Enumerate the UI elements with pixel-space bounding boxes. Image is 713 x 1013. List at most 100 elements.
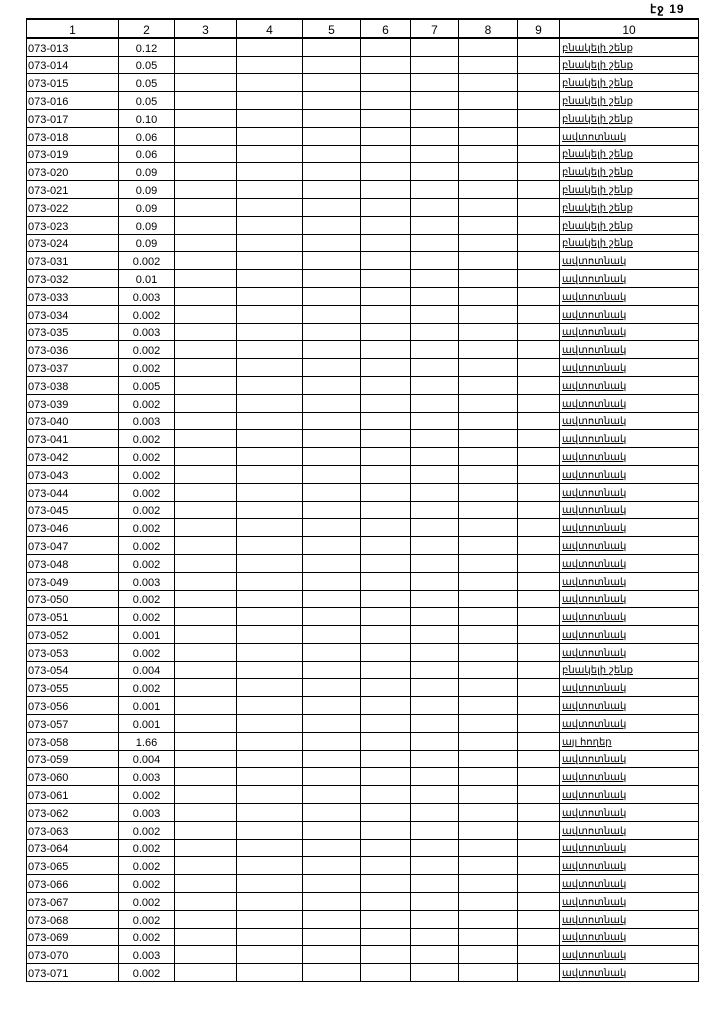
land-use-type: ավտոտնակ	[559, 358, 699, 377]
area-value: 0.003	[118, 286, 175, 306]
empty-cell	[360, 429, 411, 449]
empty-cell	[517, 945, 560, 965]
land-use-type: ավտոտնակ	[559, 322, 699, 342]
empty-cell	[517, 322, 560, 342]
empty-cell	[360, 375, 411, 395]
empty-cell	[410, 785, 459, 805]
empty-cell	[174, 607, 237, 627]
area-value: 0.01	[118, 269, 175, 288]
empty-cell	[517, 536, 560, 555]
empty-cell	[236, 340, 303, 360]
empty-cell	[236, 91, 303, 110]
empty-cell	[458, 945, 518, 965]
empty-cell	[174, 678, 237, 698]
empty-cell	[360, 180, 411, 199]
empty-cell	[517, 126, 560, 146]
empty-cell	[458, 785, 518, 805]
empty-cell	[302, 251, 361, 271]
land-use-type: ավտոտնակ	[559, 429, 699, 449]
table-row: 073-024 0.09 բնակելի շենք	[26, 233, 699, 253]
table-row: 073-054 0.004 բնակելի շենք	[26, 660, 699, 680]
parcel-code: 073-039	[26, 393, 119, 413]
empty-cell	[458, 322, 518, 342]
empty-cell	[410, 286, 459, 306]
empty-cell	[302, 607, 361, 627]
table-row: 073-032 0.01 ավտոտնակ	[26, 269, 699, 288]
empty-cell	[360, 731, 411, 751]
parcel-code: 073-047	[26, 536, 119, 555]
table-row: 073-056 0.001 ավտոտնակ	[26, 696, 699, 716]
empty-cell	[410, 660, 459, 680]
empty-cell	[302, 375, 361, 395]
land-use-type: ավտոտնակ	[559, 571, 699, 591]
empty-cell	[458, 518, 518, 538]
empty-cell	[174, 892, 237, 911]
empty-cell	[174, 838, 237, 858]
area-value: 0.002	[118, 447, 175, 466]
empty-cell	[360, 126, 411, 146]
empty-cell	[360, 144, 411, 164]
parcel-code: 073-064	[26, 838, 119, 858]
empty-cell	[236, 375, 303, 395]
empty-cell	[410, 749, 459, 769]
empty-cell	[236, 411, 303, 431]
empty-cell	[236, 874, 303, 894]
empty-cell	[360, 269, 411, 288]
empty-cell	[174, 909, 237, 929]
empty-cell	[517, 340, 560, 360]
parcel-code: 073-068	[26, 909, 119, 929]
land-use-type: ավտոտնակ	[559, 500, 699, 520]
empty-cell	[360, 393, 411, 413]
empty-cell	[517, 767, 560, 787]
parcel-code: 073-060	[26, 767, 119, 787]
land-use-type: բնակելի շենք	[559, 660, 699, 680]
empty-cell	[174, 767, 237, 787]
column-header-8: 8	[458, 18, 518, 39]
empty-cell	[360, 358, 411, 377]
area-value: 0.002	[118, 251, 175, 271]
empty-cell	[458, 197, 518, 217]
empty-cell	[410, 553, 459, 573]
parcel-code: 073-022	[26, 197, 119, 217]
empty-cell	[410, 909, 459, 929]
land-use-type: բնակելի շենք	[559, 180, 699, 199]
parcel-code: 073-040	[26, 411, 119, 431]
empty-cell	[236, 803, 303, 822]
empty-cell	[360, 215, 411, 235]
empty-cell	[360, 304, 411, 324]
table-row: 073-014 0.05 բնակելի շենք	[26, 55, 699, 75]
empty-cell	[410, 482, 459, 502]
empty-cell	[410, 144, 459, 164]
land-use-type: ավտոտնակ	[559, 607, 699, 627]
table-row: 073-021 0.09 բնակելի շենք	[26, 180, 699, 199]
empty-cell	[302, 571, 361, 591]
empty-cell	[458, 767, 518, 787]
empty-cell	[302, 37, 361, 57]
empty-cell	[302, 286, 361, 306]
empty-cell	[302, 180, 361, 199]
empty-cell	[360, 838, 411, 858]
table-row: 073-066 0.002 ավտոտնակ	[26, 874, 699, 894]
area-value: 0.12	[118, 37, 175, 57]
empty-cell	[458, 126, 518, 146]
area-value: 0.002	[118, 340, 175, 360]
empty-cell	[236, 482, 303, 502]
empty-cell	[236, 892, 303, 911]
empty-cell	[302, 874, 361, 894]
empty-cell	[302, 660, 361, 680]
empty-cell	[236, 571, 303, 591]
table-row: 073-036 0.002 ավտոտնակ	[26, 340, 699, 360]
empty-cell	[174, 945, 237, 965]
empty-cell	[410, 126, 459, 146]
empty-cell	[236, 696, 303, 716]
empty-cell	[458, 678, 518, 698]
empty-cell	[236, 678, 303, 698]
empty-cell	[360, 589, 411, 609]
table-row: 073-059 0.004 ավտոտնակ	[26, 749, 699, 769]
empty-cell	[517, 749, 560, 769]
empty-cell	[236, 945, 303, 965]
empty-cell	[302, 500, 361, 520]
column-header-9: 9	[517, 18, 560, 39]
area-value: 0.003	[118, 411, 175, 431]
parcel-code: 073-071	[26, 963, 119, 983]
